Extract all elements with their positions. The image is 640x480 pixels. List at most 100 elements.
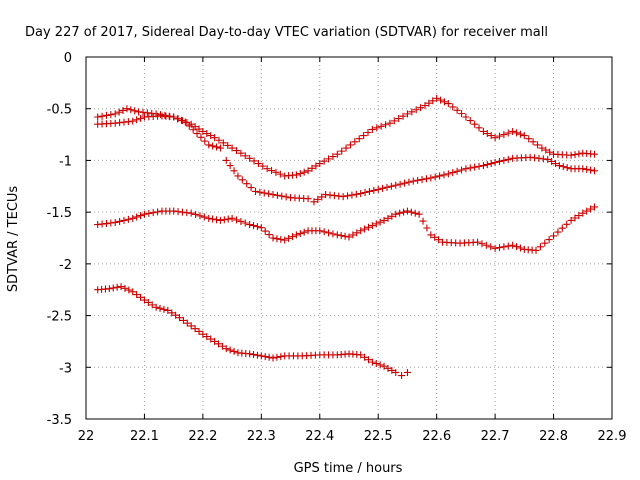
- data-point: [131, 107, 139, 115]
- data-point: [482, 241, 490, 249]
- data-point: [187, 322, 195, 330]
- data-point: [257, 224, 265, 232]
- data-point: [277, 353, 285, 361]
- data-point: [109, 284, 117, 292]
- data-point: [312, 162, 320, 170]
- data-point: [444, 100, 452, 108]
- data-point: [504, 129, 512, 137]
- data-point: [120, 216, 128, 224]
- chart-title: Day 227 of 2017, Sidereal Day-to-day VTE…: [25, 25, 548, 40]
- data-point: [567, 151, 575, 159]
- data-point: [384, 214, 392, 222]
- data-point: [111, 110, 119, 118]
- series-2: [94, 112, 598, 206]
- data-point: [247, 184, 255, 192]
- data-point: [405, 178, 413, 186]
- data-point: [349, 231, 357, 239]
- data-point: [491, 158, 499, 166]
- data-point: [304, 167, 312, 175]
- data-point: [364, 223, 372, 231]
- data-point: [364, 356, 372, 364]
- data-point: [337, 232, 345, 240]
- data-point: [400, 208, 408, 216]
- data-point: [300, 228, 308, 236]
- data-point: [105, 285, 113, 293]
- data-point: [590, 167, 598, 175]
- data-point: [532, 246, 540, 254]
- data-point: [380, 216, 388, 224]
- data-point: [411, 209, 419, 217]
- data-point: [384, 364, 392, 372]
- data-point: [361, 353, 369, 361]
- data-point: [392, 368, 400, 376]
- data-point: [137, 293, 145, 301]
- data-point: [483, 130, 491, 138]
- data-point: [495, 157, 503, 165]
- data-point: [475, 162, 483, 170]
- data-point: [181, 118, 189, 126]
- data-point: [372, 220, 380, 228]
- x-tick-label: 22.1: [130, 429, 159, 444]
- data-point: [398, 372, 406, 380]
- data-point: [215, 136, 223, 144]
- data-point: [449, 103, 457, 111]
- data-point: [111, 218, 119, 226]
- data-point: [185, 122, 193, 130]
- data-point: [475, 124, 483, 132]
- data-point: [325, 229, 333, 237]
- data-point: [474, 238, 482, 246]
- data-point: [292, 171, 300, 179]
- data-point: [587, 205, 595, 213]
- data-point: [213, 216, 221, 224]
- data-point: [341, 232, 349, 240]
- data-point: [164, 306, 172, 314]
- data-point: [282, 193, 290, 201]
- data-point: [172, 311, 180, 319]
- data-point: [444, 170, 452, 178]
- data-point: [495, 132, 503, 140]
- data-point: [479, 127, 487, 135]
- data-point: [348, 191, 356, 199]
- data-point: [500, 243, 508, 251]
- series-1: [94, 94, 598, 180]
- data-point: [276, 170, 284, 178]
- data-point: [559, 163, 567, 171]
- data-point: [368, 358, 376, 366]
- data-point: [360, 132, 368, 140]
- data-point: [453, 167, 461, 175]
- plot-frame: [85, 56, 613, 420]
- data-point: [256, 188, 264, 196]
- data-point: [197, 133, 205, 141]
- data-point: [320, 228, 328, 236]
- data-point: [579, 165, 587, 173]
- data-point: [277, 235, 285, 243]
- data-point: [423, 224, 431, 232]
- data-point: [176, 314, 184, 322]
- data-point: [140, 296, 148, 304]
- data-point: [187, 209, 195, 217]
- data-point: [575, 212, 583, 220]
- data-point: [541, 239, 549, 247]
- data-point: [117, 283, 125, 291]
- data-point: [318, 193, 326, 201]
- data-point: [388, 366, 396, 374]
- data-point: [471, 120, 479, 128]
- data-point: [544, 155, 552, 163]
- data-point: [495, 244, 503, 252]
- data-point: [243, 180, 251, 188]
- data-point: [583, 165, 591, 173]
- data-point: [342, 144, 350, 152]
- data-point: [261, 353, 269, 361]
- data-point: [509, 127, 517, 135]
- data-point: [133, 116, 141, 124]
- data-point: [345, 233, 353, 241]
- data-point: [383, 183, 391, 191]
- data-point: [205, 141, 213, 149]
- data-point: [542, 146, 550, 154]
- data-point: [200, 213, 208, 221]
- data-point: [140, 210, 148, 218]
- x-tick-label: 22.2: [188, 429, 217, 444]
- data-point: [401, 179, 409, 187]
- data-point: [483, 161, 491, 169]
- data-point: [268, 167, 276, 175]
